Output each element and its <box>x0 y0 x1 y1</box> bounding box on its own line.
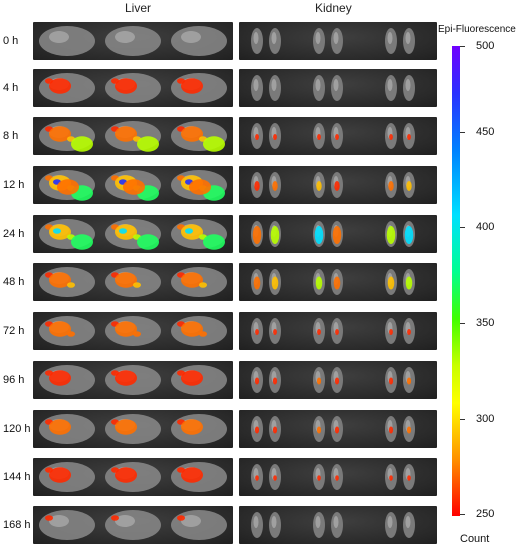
colorbar-tick-mark <box>460 419 465 420</box>
kidney-image-panel <box>239 506 437 544</box>
row-label: 48 h <box>3 276 25 288</box>
liver-image-panel <box>33 117 233 155</box>
liver-image-panel <box>33 69 233 107</box>
colorbar-tick-mark <box>460 227 465 228</box>
colorbar-tick-label: 400 <box>476 221 495 233</box>
colorbar-title: Epi-Fluorescence <box>438 24 516 35</box>
liver-image-panel <box>33 361 233 399</box>
kidney-image-panel <box>239 263 437 301</box>
colorbar <box>452 46 460 516</box>
kidney-image-panel <box>239 69 437 107</box>
kidney-image-panel <box>239 361 437 399</box>
colorbar-tick-label: 350 <box>476 317 495 329</box>
row-label: 72 h <box>3 325 25 337</box>
liver-image-panel <box>33 22 233 60</box>
colorbar-tick-mark <box>460 323 465 324</box>
kidney-image-panel <box>239 312 437 350</box>
colorbar-tick-mark <box>460 46 465 47</box>
colorbar-tick-label: 450 <box>476 126 495 138</box>
colorbar-tick-label: 250 <box>476 508 495 520</box>
colorbar-tick-mark <box>460 132 465 133</box>
kidney-image-panel <box>239 458 437 496</box>
row-label: 120 h <box>3 423 31 435</box>
kidney-image-panel <box>239 215 437 253</box>
colorbar-unit: Count <box>460 533 490 545</box>
liver-image-panel <box>33 263 233 301</box>
liver-image-panel <box>33 312 233 350</box>
row-label: 144 h <box>3 471 31 483</box>
liver-image-panel <box>33 410 233 448</box>
colorbar-tick-label: 300 <box>476 413 495 425</box>
kidney-column-header: Kidney <box>315 1 352 15</box>
kidney-image-panel <box>239 117 437 155</box>
kidney-image-panel <box>239 410 437 448</box>
row-label: 4 h <box>3 82 19 94</box>
row-label: 0 h <box>3 35 19 47</box>
liver-image-panel <box>33 215 233 253</box>
liver-image-panel <box>33 166 233 204</box>
colorbar-tick-label: 500 <box>476 40 495 52</box>
colorbar-tick-mark <box>460 514 465 515</box>
liver-image-panel <box>33 458 233 496</box>
row-label: 8 h <box>3 130 19 142</box>
liver-column-header: Liver <box>125 1 152 15</box>
liver-image-panel <box>33 506 233 544</box>
kidney-image-panel <box>239 22 437 60</box>
row-label: 24 h <box>3 228 25 240</box>
kidney-image-panel <box>239 166 437 204</box>
row-label: 96 h <box>3 374 25 386</box>
row-label: 12 h <box>3 179 25 191</box>
row-label: 168 h <box>3 519 31 531</box>
